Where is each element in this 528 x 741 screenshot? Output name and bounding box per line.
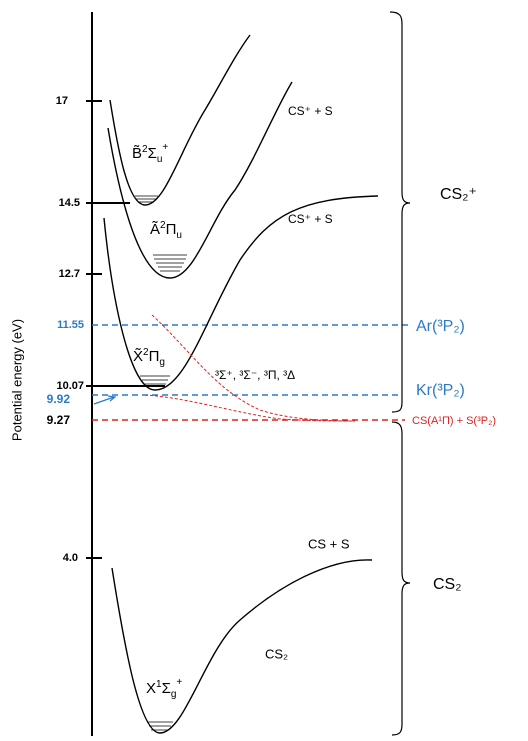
tick-label: 9.92 [47, 392, 71, 406]
x-curve [103, 195, 379, 391]
tick-label: 4.0 [63, 552, 78, 564]
state-sub: u [176, 230, 182, 241]
tick-label: 9.27 [47, 413, 71, 427]
arrow [93, 396, 115, 405]
state-sub: g [171, 689, 177, 700]
molecule-label: CS₂ [265, 646, 288, 661]
tick-label: 12.7 [59, 268, 80, 280]
state-label: B̃2Σu+ [132, 142, 168, 165]
state-sup: + [176, 677, 182, 688]
asymptote-label: CS⁺ + S [288, 212, 333, 226]
b-curve [109, 34, 251, 206]
asymptote-label: CS + S [308, 536, 350, 551]
state-letter: X [146, 680, 156, 697]
molecule-label: CS₂⁺ [440, 186, 477, 203]
state-letter: B̃ [132, 144, 142, 161]
state-term: Π [166, 221, 177, 238]
ticks [86, 100, 165, 559]
state-term: Σ [162, 680, 171, 697]
asymptote-label: CS(A¹Π) + S(³P₂) [412, 415, 496, 427]
axis-title: Potential energy (eV) [9, 319, 24, 441]
state-label: X̃2Πg [133, 347, 165, 368]
ground-curve [111, 559, 373, 734]
asymptote-label: CS⁺ + S [288, 104, 333, 118]
state-sup: 2 [160, 220, 166, 231]
dissociative-label: ³Σ⁺, ³Σ⁻, ³Π, ³Δ [215, 368, 295, 382]
state-sub: g [159, 357, 165, 368]
state-sup: 2 [142, 144, 148, 155]
state-sup: + [162, 142, 168, 153]
tick-label: 14.5 [59, 197, 80, 209]
metastable-label: Ar(³P₂) [416, 318, 465, 335]
tick-label: 10.07 [56, 380, 84, 392]
state-letter: Ã [150, 221, 160, 238]
state-sup: 2 [143, 347, 149, 358]
vib-levels [135, 195, 187, 731]
dissociative-curve [144, 394, 356, 422]
a-curve [107, 81, 293, 279]
dissociative-curve [151, 314, 356, 422]
state-letter: X̃ [133, 347, 143, 364]
molecule-label: CS₂ [433, 576, 461, 593]
tick-label: 11.55 [57, 319, 84, 331]
state-sub: u [157, 154, 163, 165]
metastable-label: Kr(³P₂) [416, 382, 465, 399]
state-term: Σ [148, 145, 157, 162]
state-label: Ã2Πu [150, 220, 182, 241]
bracket [389, 11, 411, 413]
tick-label: 17 [56, 95, 68, 107]
state-label: X1Σg+ [146, 677, 182, 700]
state-term: Π [149, 348, 160, 365]
state-sup: 1 [156, 679, 162, 690]
arrow-head [107, 395, 117, 402]
bracket [391, 421, 411, 736]
